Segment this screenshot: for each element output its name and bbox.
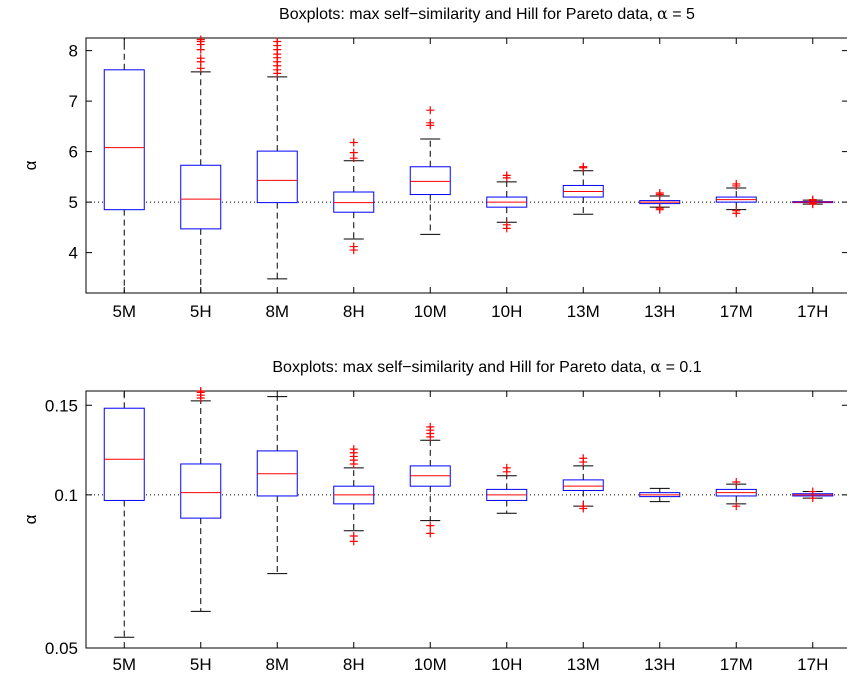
box-10H <box>486 463 528 514</box>
chart-title-symbol: α <box>650 357 661 376</box>
x-tick-label: 13H <box>644 302 675 321</box>
x-tick-label: 17H <box>797 655 828 674</box>
box-10H <box>486 171 528 233</box>
x-tick-label: 13M <box>567 655 600 674</box>
chart-title-symbol: α <box>657 4 668 23</box>
y-tick-label: 0.15 <box>45 396 78 415</box>
box-10M <box>409 106 451 235</box>
box-iqr <box>180 164 222 230</box>
chart-title-text: Boxplots: max self−similarity and Hill f… <box>279 6 653 23</box>
x-tick-label: 17M <box>720 655 753 674</box>
y-axis-label: α <box>21 514 40 524</box>
y-axis-label: α <box>21 160 40 170</box>
outlier-marker <box>502 171 511 180</box>
box-13M <box>562 162 604 215</box>
chart-title: Boxplots: max self−similarity and Hill f… <box>272 357 701 376</box>
outlier-marker <box>579 162 588 171</box>
y-tick-label: 0.05 <box>45 639 78 658</box>
outlier-marker <box>808 487 817 496</box>
outlier-marker <box>579 454 588 463</box>
outlier-marker <box>502 220 511 229</box>
box-17M <box>715 179 757 218</box>
x-tick-label: 8H <box>343 302 365 321</box>
box-17H <box>792 487 834 503</box>
outlier-marker <box>349 138 358 147</box>
box-5H <box>180 387 222 612</box>
x-tick-label: 5M <box>112 302 136 321</box>
box-iqr <box>333 191 375 213</box>
outlier-marker <box>732 502 741 511</box>
boxplot-panel-2: Boxplots: max self−similarity and Hill f… <box>21 357 847 674</box>
y-tick-label: 5 <box>69 193 78 212</box>
outlier-marker <box>655 204 664 213</box>
chart-title-text: Boxplots: max self−similarity and Hill f… <box>272 359 646 376</box>
outlier-marker <box>196 387 205 395</box>
x-tick-label: 13H <box>644 655 675 674</box>
x-tick-label: 5H <box>190 655 212 674</box>
box-8M <box>256 37 298 280</box>
x-tick-label: 13M <box>567 302 600 321</box>
outlier-marker <box>349 532 358 541</box>
x-tick-label: 5M <box>112 655 136 674</box>
box-13H <box>639 487 681 503</box>
box-5M <box>103 391 145 638</box>
box-iqr <box>103 407 145 501</box>
outlier-marker <box>273 37 282 46</box>
chart-title: Boxplots: max self−similarity and Hill f… <box>279 4 695 23</box>
plot-area <box>85 390 847 649</box>
outlier-marker <box>579 502 588 511</box>
box-8M <box>256 396 298 575</box>
box-10M <box>409 422 451 538</box>
outlier-marker <box>655 189 664 198</box>
x-tick-label: 8H <box>343 655 365 674</box>
x-tick-label: 10H <box>491 302 522 321</box>
box-17M <box>715 477 757 511</box>
box-8H <box>333 445 375 546</box>
chart-title-suffix: = 0.1 <box>661 359 702 376</box>
outlier-marker <box>426 529 435 538</box>
box-17H <box>792 195 834 209</box>
box-iqr <box>256 150 298 204</box>
outlier-marker <box>426 422 435 431</box>
outlier-marker <box>426 106 435 115</box>
outlier-marker <box>732 477 741 486</box>
chart-title-suffix: = 5 <box>668 6 695 23</box>
x-tick-label: 10M <box>414 302 447 321</box>
box-8H <box>333 138 375 255</box>
box-5H <box>180 35 222 293</box>
outlier-marker <box>349 445 358 454</box>
x-tick-label: 17M <box>720 302 753 321</box>
y-tick-label: 8 <box>69 42 78 61</box>
x-tick-label: 5H <box>190 302 212 321</box>
box-iqr <box>180 463 222 519</box>
outlier-marker <box>732 206 741 215</box>
outlier-marker <box>732 179 741 188</box>
box-5M <box>103 38 145 293</box>
outlier-marker <box>196 54 205 63</box>
box-iqr <box>409 166 451 196</box>
box-13M <box>562 454 604 513</box>
boxplot-panel-1: Boxplots: max self−similarity and Hill f… <box>21 4 847 321</box>
y-tick-label: 4 <box>69 244 78 263</box>
outlier-marker <box>808 195 817 204</box>
outlier-marker <box>502 463 511 472</box>
outlier-marker <box>196 35 205 44</box>
box-13H <box>639 189 681 214</box>
y-tick-label: 6 <box>69 143 78 162</box>
x-tick-label: 10M <box>414 655 447 674</box>
plot-area <box>85 37 847 294</box>
x-tick-label: 8M <box>265 655 289 674</box>
outlier-marker <box>349 242 358 251</box>
box-iqr <box>103 69 145 211</box>
outlier-marker <box>426 521 435 530</box>
outlier-marker <box>349 148 358 157</box>
y-tick-label: 7 <box>69 92 78 111</box>
outlier-marker <box>426 118 435 127</box>
x-tick-label: 10H <box>491 655 522 674</box>
y-tick-label: 0.1 <box>54 486 78 505</box>
box-iqr <box>562 479 604 491</box>
x-tick-label: 8M <box>265 302 289 321</box>
x-tick-label: 17H <box>797 302 828 321</box>
